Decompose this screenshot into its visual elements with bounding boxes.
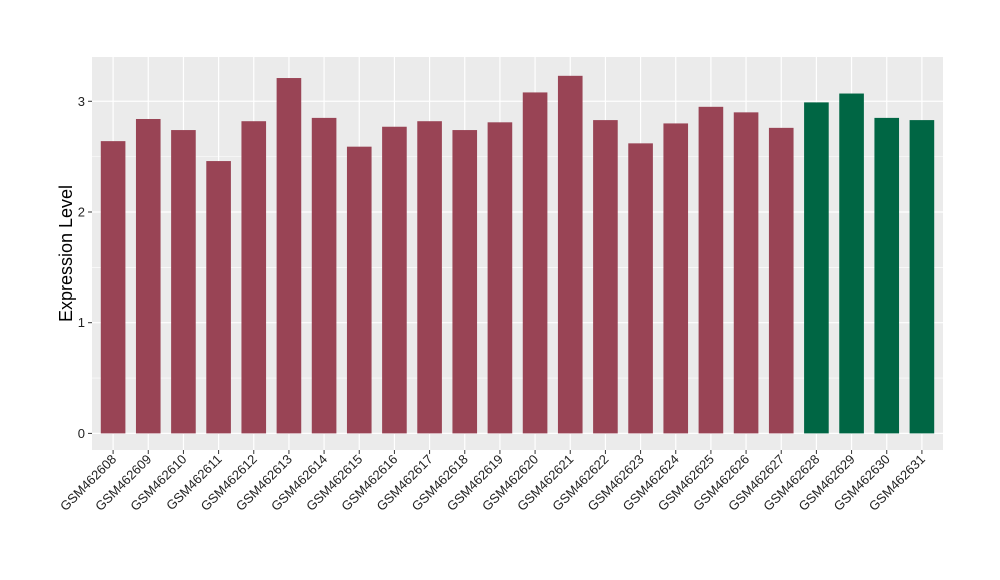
minor-gridlines	[92, 156, 943, 379]
bar-GSM462616	[382, 126, 407, 434]
y-axis-title: Expression Level	[56, 185, 76, 322]
bar-GSM462610	[171, 130, 196, 434]
plot-panel	[92, 57, 943, 450]
bar-GSM462631	[909, 120, 935, 434]
bar-GSM462609	[135, 118, 161, 434]
y-tick-label: 3	[78, 94, 85, 109]
bar-GSM462624	[663, 123, 689, 434]
bar-GSM462617	[417, 121, 442, 434]
bar-GSM462625	[698, 106, 724, 434]
bar-GSM462623	[628, 143, 653, 434]
bar-GSM462611	[206, 161, 231, 434]
bar-GSM462619	[487, 122, 513, 434]
bar-GSM462613	[276, 78, 302, 434]
bar-GSM462630	[874, 117, 900, 434]
bar-GSM462615	[346, 146, 372, 434]
x-axis: GSM462608GSM462609GSM462610GSM462611GSM4…	[57, 450, 928, 514]
bar-GSM462628	[804, 102, 829, 434]
y-tick-label: 2	[78, 204, 85, 219]
bar-GSM462608	[100, 141, 126, 434]
bars	[100, 75, 935, 434]
bar-GSM462612	[241, 121, 267, 434]
bar-GSM462626	[733, 112, 759, 434]
bar-GSM462621	[557, 75, 583, 434]
y-tick-label: 0	[78, 426, 85, 441]
bar-GSM462614	[311, 117, 337, 434]
bar-GSM462629	[839, 93, 864, 434]
bar-GSM462620	[522, 92, 548, 434]
bar-GSM462618	[452, 130, 478, 434]
bar-GSM462627	[768, 127, 794, 434]
y-axis: 0 1 2 3	[78, 94, 92, 441]
y-tick-label: 1	[78, 315, 85, 330]
bar-GSM462622	[593, 120, 618, 434]
